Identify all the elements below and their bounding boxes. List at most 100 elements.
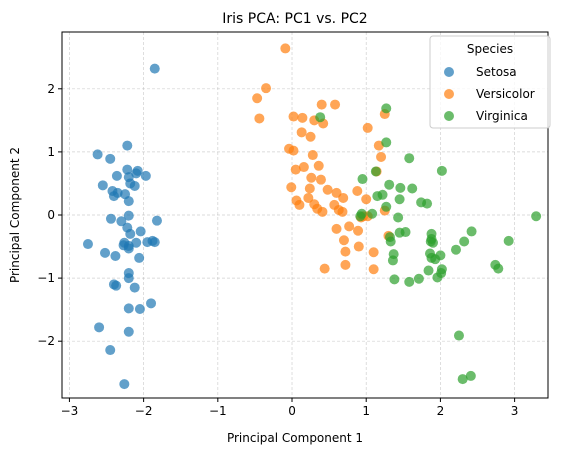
point-versicolor (288, 145, 299, 156)
point-versicolor (294, 199, 305, 210)
point-versicolor (303, 192, 314, 203)
legend-label-virginica: Virginica (476, 109, 528, 123)
point-setosa (92, 149, 103, 160)
point-versicolor (330, 99, 341, 110)
point-setosa (97, 180, 108, 191)
point-versicolor (353, 241, 364, 252)
point-setosa (131, 168, 142, 179)
point-setosa (122, 164, 133, 175)
point-virginica (357, 174, 368, 185)
point-versicolor (286, 182, 297, 193)
point-virginica (367, 208, 378, 219)
point-setosa (116, 216, 127, 227)
point-setosa (151, 215, 162, 226)
point-versicolor (296, 127, 307, 138)
point-virginica (404, 276, 415, 287)
point-setosa (134, 252, 145, 263)
point-virginica (436, 165, 447, 176)
point-versicolor (317, 206, 328, 217)
point-virginica (387, 255, 398, 266)
point-versicolor (316, 99, 327, 110)
point-virginica (422, 198, 433, 209)
point-virginica (465, 370, 476, 381)
point-versicolor (368, 264, 379, 275)
point-versicolor (313, 160, 324, 171)
legend-label-setosa: Setosa (476, 65, 517, 79)
point-versicolor (352, 186, 363, 197)
point-setosa (123, 273, 134, 284)
y-tick-label: 2 (47, 82, 55, 96)
legend-label-versicolor: Versicolor (476, 87, 535, 101)
point-versicolor (338, 235, 349, 246)
point-setosa (105, 213, 116, 224)
point-virginica (459, 236, 470, 247)
point-setosa (111, 170, 122, 181)
point-versicolor (252, 93, 263, 104)
point-setosa (146, 298, 157, 309)
x-tick-label: −2 (135, 404, 153, 418)
point-versicolor (337, 206, 348, 217)
point-setosa (123, 196, 134, 207)
point-versicolor (338, 192, 349, 203)
point-versicolor (368, 247, 379, 258)
point-virginica (394, 194, 405, 205)
point-setosa (108, 191, 119, 202)
point-virginica (432, 272, 443, 283)
point-virginica (370, 166, 381, 177)
point-setosa (105, 153, 116, 164)
point-virginica (381, 103, 392, 114)
x-tick-label: 1 (362, 404, 370, 418)
point-versicolor (290, 164, 301, 175)
data-points (82, 43, 542, 390)
point-virginica (356, 208, 367, 219)
y-axis-label: Principal Component 2 (8, 147, 22, 283)
point-setosa (108, 279, 119, 290)
point-virginica (430, 254, 441, 265)
point-virginica (423, 265, 434, 276)
point-setosa (129, 282, 140, 293)
point-virginica (381, 201, 392, 212)
y-tick-label: 1 (47, 145, 55, 159)
point-versicolor (298, 162, 309, 173)
point-virginica (427, 237, 438, 248)
point-versicolor (304, 183, 315, 194)
y-tick-label: 0 (47, 208, 55, 222)
legend: Species Setosa Versicolor Virginica (429, 35, 551, 129)
legend-marker-versicolor (444, 89, 454, 99)
point-virginica (385, 236, 396, 247)
legend-title: Species (467, 42, 513, 56)
point-setosa (135, 226, 146, 237)
legend-box (429, 35, 551, 129)
point-virginica (393, 212, 404, 223)
point-setosa (119, 379, 130, 390)
point-setosa (129, 180, 140, 191)
point-setosa (123, 243, 134, 254)
point-versicolor (280, 43, 291, 54)
point-versicolor (297, 112, 308, 123)
point-versicolor (305, 131, 316, 142)
point-virginica (453, 330, 464, 341)
point-virginica (466, 226, 477, 237)
y-tick-label: −2 (37, 334, 55, 348)
legend-entries: Setosa Versicolor Virginica (444, 65, 535, 123)
x-tick-label: 0 (288, 404, 296, 418)
point-virginica (377, 189, 388, 200)
point-virginica (394, 227, 405, 238)
point-setosa (140, 170, 151, 181)
x-axis-label: Principal Component 1 (227, 431, 363, 445)
point-versicolor (306, 172, 317, 183)
chart-title: Iris PCA: PC1 vs. PC2 (222, 11, 367, 27)
point-virginica (493, 263, 504, 274)
point-versicolor (319, 263, 330, 274)
x-tick-label: −1 (209, 404, 227, 418)
point-setosa (105, 345, 116, 356)
point-virginica (395, 182, 406, 193)
point-setosa (123, 326, 134, 337)
point-virginica (450, 244, 461, 255)
point-versicolor (376, 151, 387, 162)
point-setosa (110, 251, 121, 262)
point-setosa (100, 247, 111, 258)
point-setosa (149, 237, 160, 248)
